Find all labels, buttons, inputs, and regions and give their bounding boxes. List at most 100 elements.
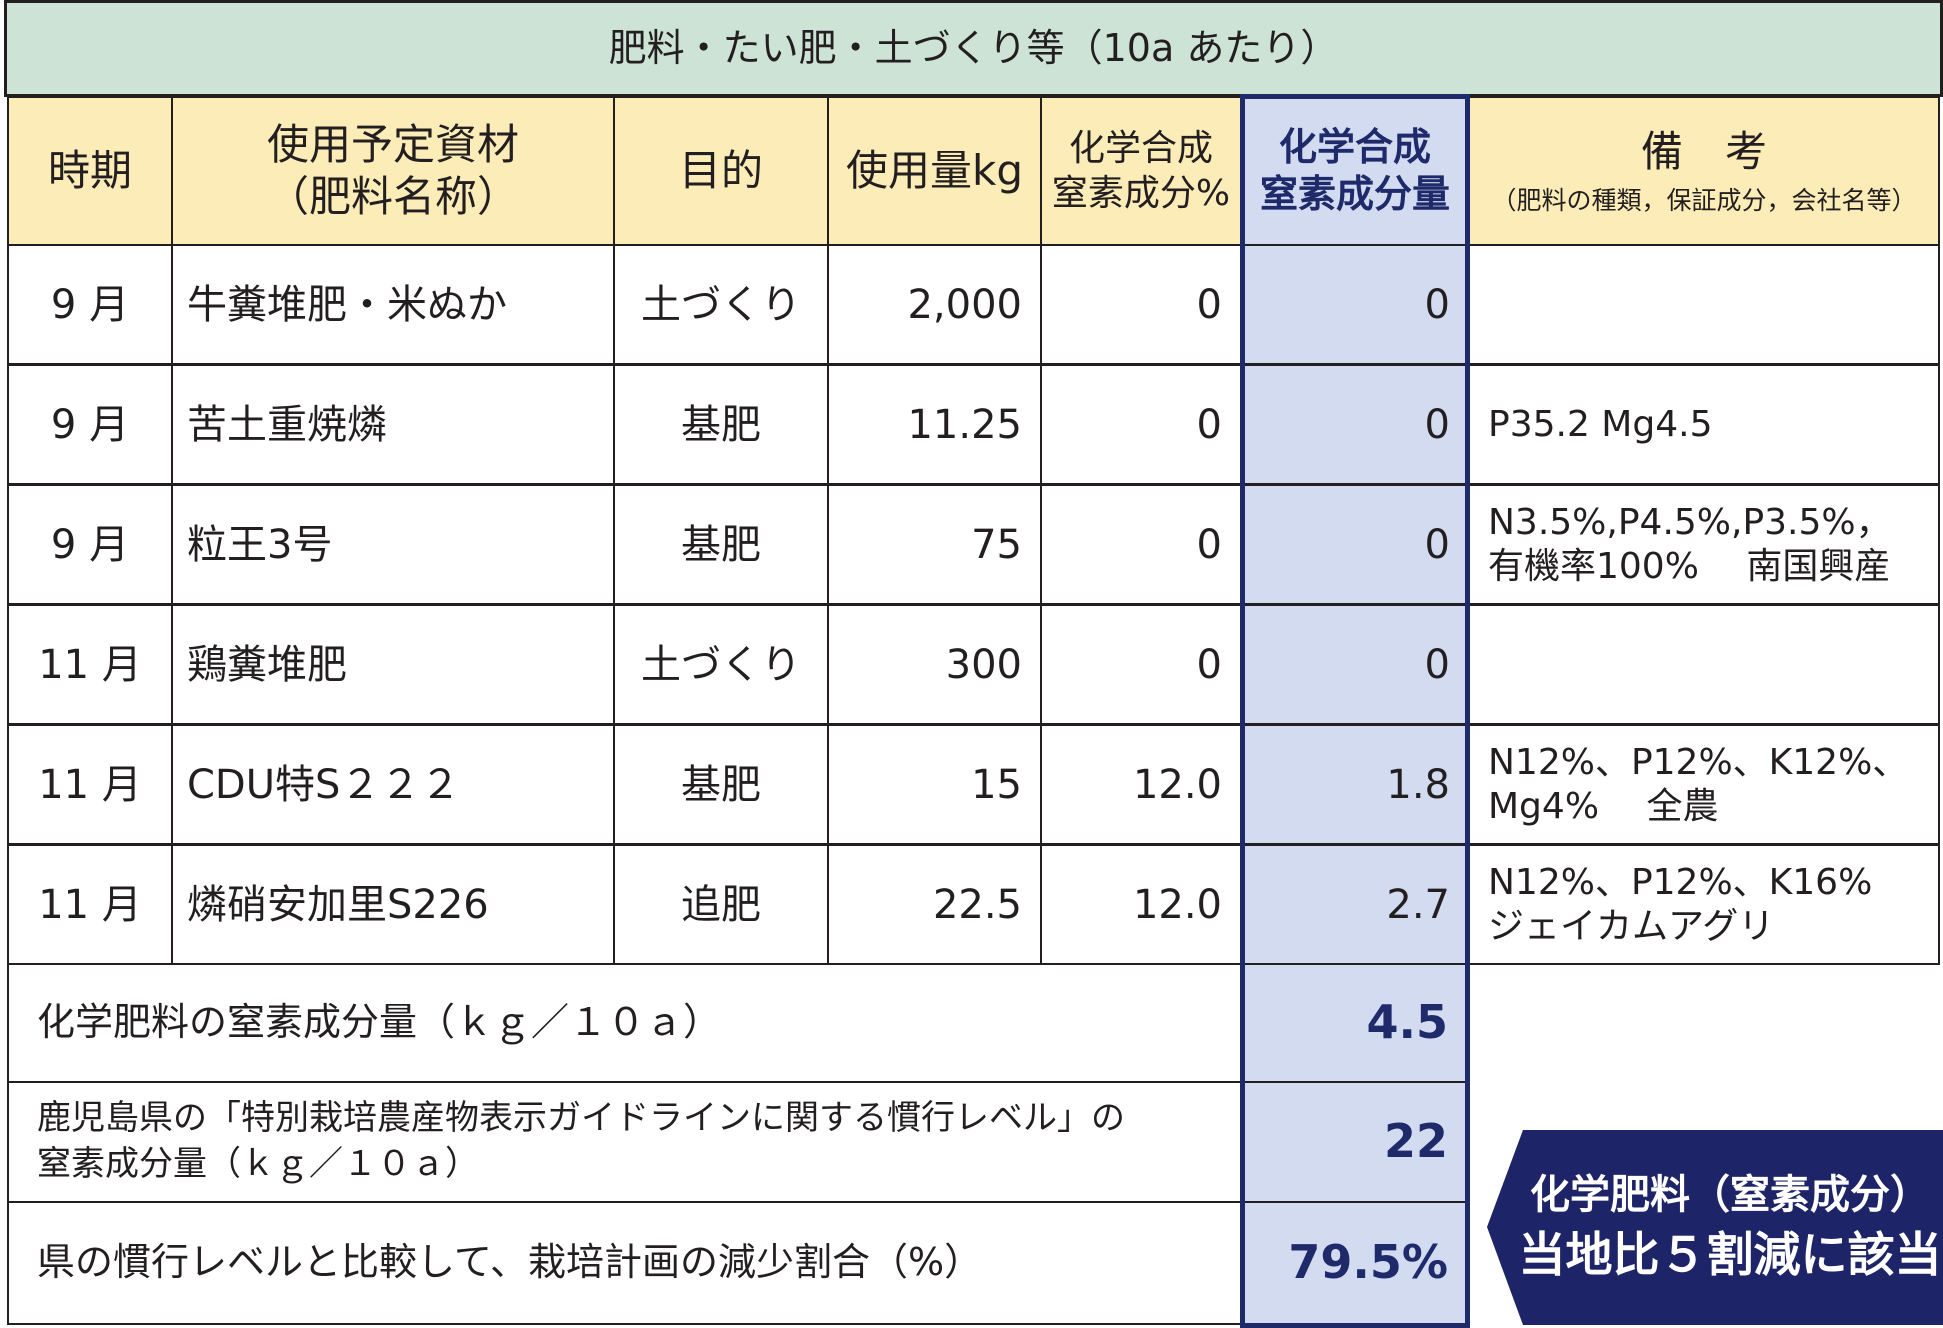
n-amt-value: 0	[1424, 401, 1450, 448]
remarks-line2: 有機率100% 南国興産	[1488, 545, 1891, 587]
cell-period: 11 月	[7, 604, 173, 725]
n-pct-value: 0	[1196, 401, 1222, 448]
material-value: 燐硝安加里S226	[187, 881, 489, 928]
amount-value: 15	[971, 761, 1022, 808]
callout-text: 化学肥料（窒素成分） 当地比５割減に該当	[1517, 1130, 1943, 1325]
amount-value: 22.5	[932, 881, 1022, 928]
n-pct-value: 12.0	[1132, 881, 1222, 928]
period-value: 9 月	[50, 521, 130, 568]
cell-n-amt: 2.7	[1240, 844, 1470, 965]
summary-row3-value: 79.5%	[1240, 1201, 1470, 1325]
cell-n-amt: 0	[1240, 484, 1470, 605]
cell-purpose: 基肥	[613, 484, 829, 605]
header-remarks: 備 考 （肥料の種類，保証成分，会社名等）	[1468, 96, 1940, 246]
amount-value: 11.25	[907, 401, 1022, 448]
n-amt-value: 0	[1424, 521, 1450, 568]
cell-period: 9 月	[7, 484, 173, 605]
n-pct-value: 12.0	[1132, 761, 1222, 808]
summary-row3-number: 79.5%	[1288, 1235, 1448, 1290]
material-value: 牛糞堆肥・米ぬか	[187, 281, 507, 328]
callout-badge: 化学肥料（窒素成分） 当地比５割減に該当	[1487, 1130, 1943, 1325]
cell-purpose: 土づくり	[613, 604, 829, 725]
cell-amount: 300	[827, 604, 1042, 725]
table-title: 肥料・たい肥・土づくり等（10a あたり）	[4, 0, 1943, 97]
period-value: 11 月	[38, 641, 142, 688]
cell-material: 苦土重焼燐	[171, 364, 615, 485]
material-value: 苦土重焼燐	[187, 401, 387, 448]
period-value: 11 月	[38, 761, 142, 808]
cell-n-pct: 0	[1040, 364, 1242, 485]
purpose-value: 基肥	[681, 521, 761, 568]
summary-row3-text: 県の慣行レベルと比較して、栽培計画の減少割合（%）	[37, 1240, 983, 1285]
cell-n-amt: 0	[1240, 604, 1470, 725]
n-amt-value: 0	[1424, 281, 1450, 328]
cell-remarks: N3.5%,P4.5%,P3.5%， 有機率100% 南国興産	[1468, 484, 1940, 605]
cell-remarks: P35.2 Mg4.5	[1468, 364, 1940, 485]
amount-value: 300	[945, 641, 1022, 688]
table-title-text: 肥料・たい肥・土づくり等（10a あたり）	[608, 25, 1339, 70]
cell-n-amt: 1.8	[1240, 724, 1470, 845]
purpose-value: 土づくり	[641, 281, 801, 328]
n-amt-value: 2.7	[1386, 881, 1450, 928]
summary-row1-text: 化学肥料の窒素成分量（ｋｇ／１０ａ）	[37, 1000, 722, 1045]
period-value: 9 月	[50, 281, 130, 328]
remarks-line1: N3.5%,P4.5%,P3.5%，	[1488, 502, 1892, 544]
header-material-line2: （肥料名称）	[266, 172, 519, 221]
cell-period: 9 月	[7, 244, 173, 365]
cell-amount: 15	[827, 724, 1042, 845]
remarks-line1: P35.2 Mg4.5	[1488, 403, 1713, 445]
callout-line2: 当地比５割減に該当	[1518, 1227, 1942, 1283]
period-value: 9 月	[50, 401, 130, 448]
header-material-line1: 使用予定資材	[266, 119, 519, 169]
material-value: 粒王3号	[187, 521, 333, 568]
amount-value: 2,000	[907, 281, 1022, 328]
cell-remarks	[1468, 244, 1940, 365]
n-pct-value: 0	[1196, 641, 1222, 688]
n-amt-value: 1.8	[1386, 761, 1450, 808]
cell-amount: 2,000	[827, 244, 1042, 365]
header-period: 時期	[7, 96, 173, 246]
header-n-amount-line2: 窒素成分量	[1259, 172, 1450, 216]
header-n-amount-line1: 化学合成	[1278, 124, 1431, 169]
material-value: CDU特S２２２	[187, 761, 461, 808]
cell-amount: 22.5	[827, 844, 1042, 965]
cell-period: 9 月	[7, 364, 173, 485]
cell-remarks	[1468, 604, 1940, 725]
header-n-percent: 化学合成 窒素成分%	[1040, 96, 1242, 246]
cell-purpose: 基肥	[613, 364, 829, 485]
cell-period: 11 月	[7, 724, 173, 845]
header-remarks-line1: 備 考	[1640, 127, 1767, 177]
n-pct-value: 0	[1196, 521, 1222, 568]
header-remarks-line2: （肥料の種類，保証成分，会社名等）	[1491, 185, 1917, 215]
summary-row2-text-line2: 窒素成分量（ｋｇ／１０ａ）	[37, 1144, 479, 1184]
header-n-percent-line2: 窒素成分%	[1051, 173, 1231, 214]
header-n-amount: 化学合成 窒素成分量	[1240, 96, 1470, 246]
cell-material: 鶏糞堆肥	[171, 604, 615, 725]
period-value: 11 月	[38, 881, 142, 928]
cell-n-amt: 0	[1240, 244, 1470, 365]
header-period-label: 時期	[47, 145, 132, 195]
cell-material: 燐硝安加里S226	[171, 844, 615, 965]
cell-n-pct: 12.0	[1040, 844, 1242, 965]
summary-row2-label: 鹿児島県の「特別栽培農産物表示ガイドラインに関する慣行レベル」の 窒素成分量（ｋ…	[7, 1081, 1242, 1203]
header-n-percent-line1: 化学合成	[1068, 128, 1213, 169]
summary-row1-number: 4.5	[1366, 995, 1449, 1050]
callout-line1: 化学肥料（窒素成分）	[1530, 1171, 1930, 1218]
header-purpose: 目的	[613, 96, 829, 246]
header-amount-label: 使用量kg	[846, 145, 1023, 195]
cell-material: CDU特S２２２	[171, 724, 615, 845]
callout-arrow-shape	[1487, 1130, 1943, 1325]
n-pct-value: 0	[1196, 281, 1222, 328]
remarks-line2: Mg4% 全農	[1488, 785, 1719, 827]
summary-row2-number: 22	[1383, 1114, 1448, 1169]
amount-value: 75	[971, 521, 1022, 568]
purpose-value: 基肥	[681, 761, 761, 808]
cell-purpose: 追肥	[613, 844, 829, 965]
n-amt-value: 0	[1424, 641, 1450, 688]
header-amount: 使用量kg	[827, 96, 1042, 246]
summary-row1-value: 4.5	[1240, 963, 1470, 1083]
cell-amount: 75	[827, 484, 1042, 605]
cell-remarks: N12%、P12%、K12%、 Mg4% 全農	[1468, 724, 1940, 845]
summary-row3-label: 県の慣行レベルと比較して、栽培計画の減少割合（%）	[7, 1201, 1242, 1325]
